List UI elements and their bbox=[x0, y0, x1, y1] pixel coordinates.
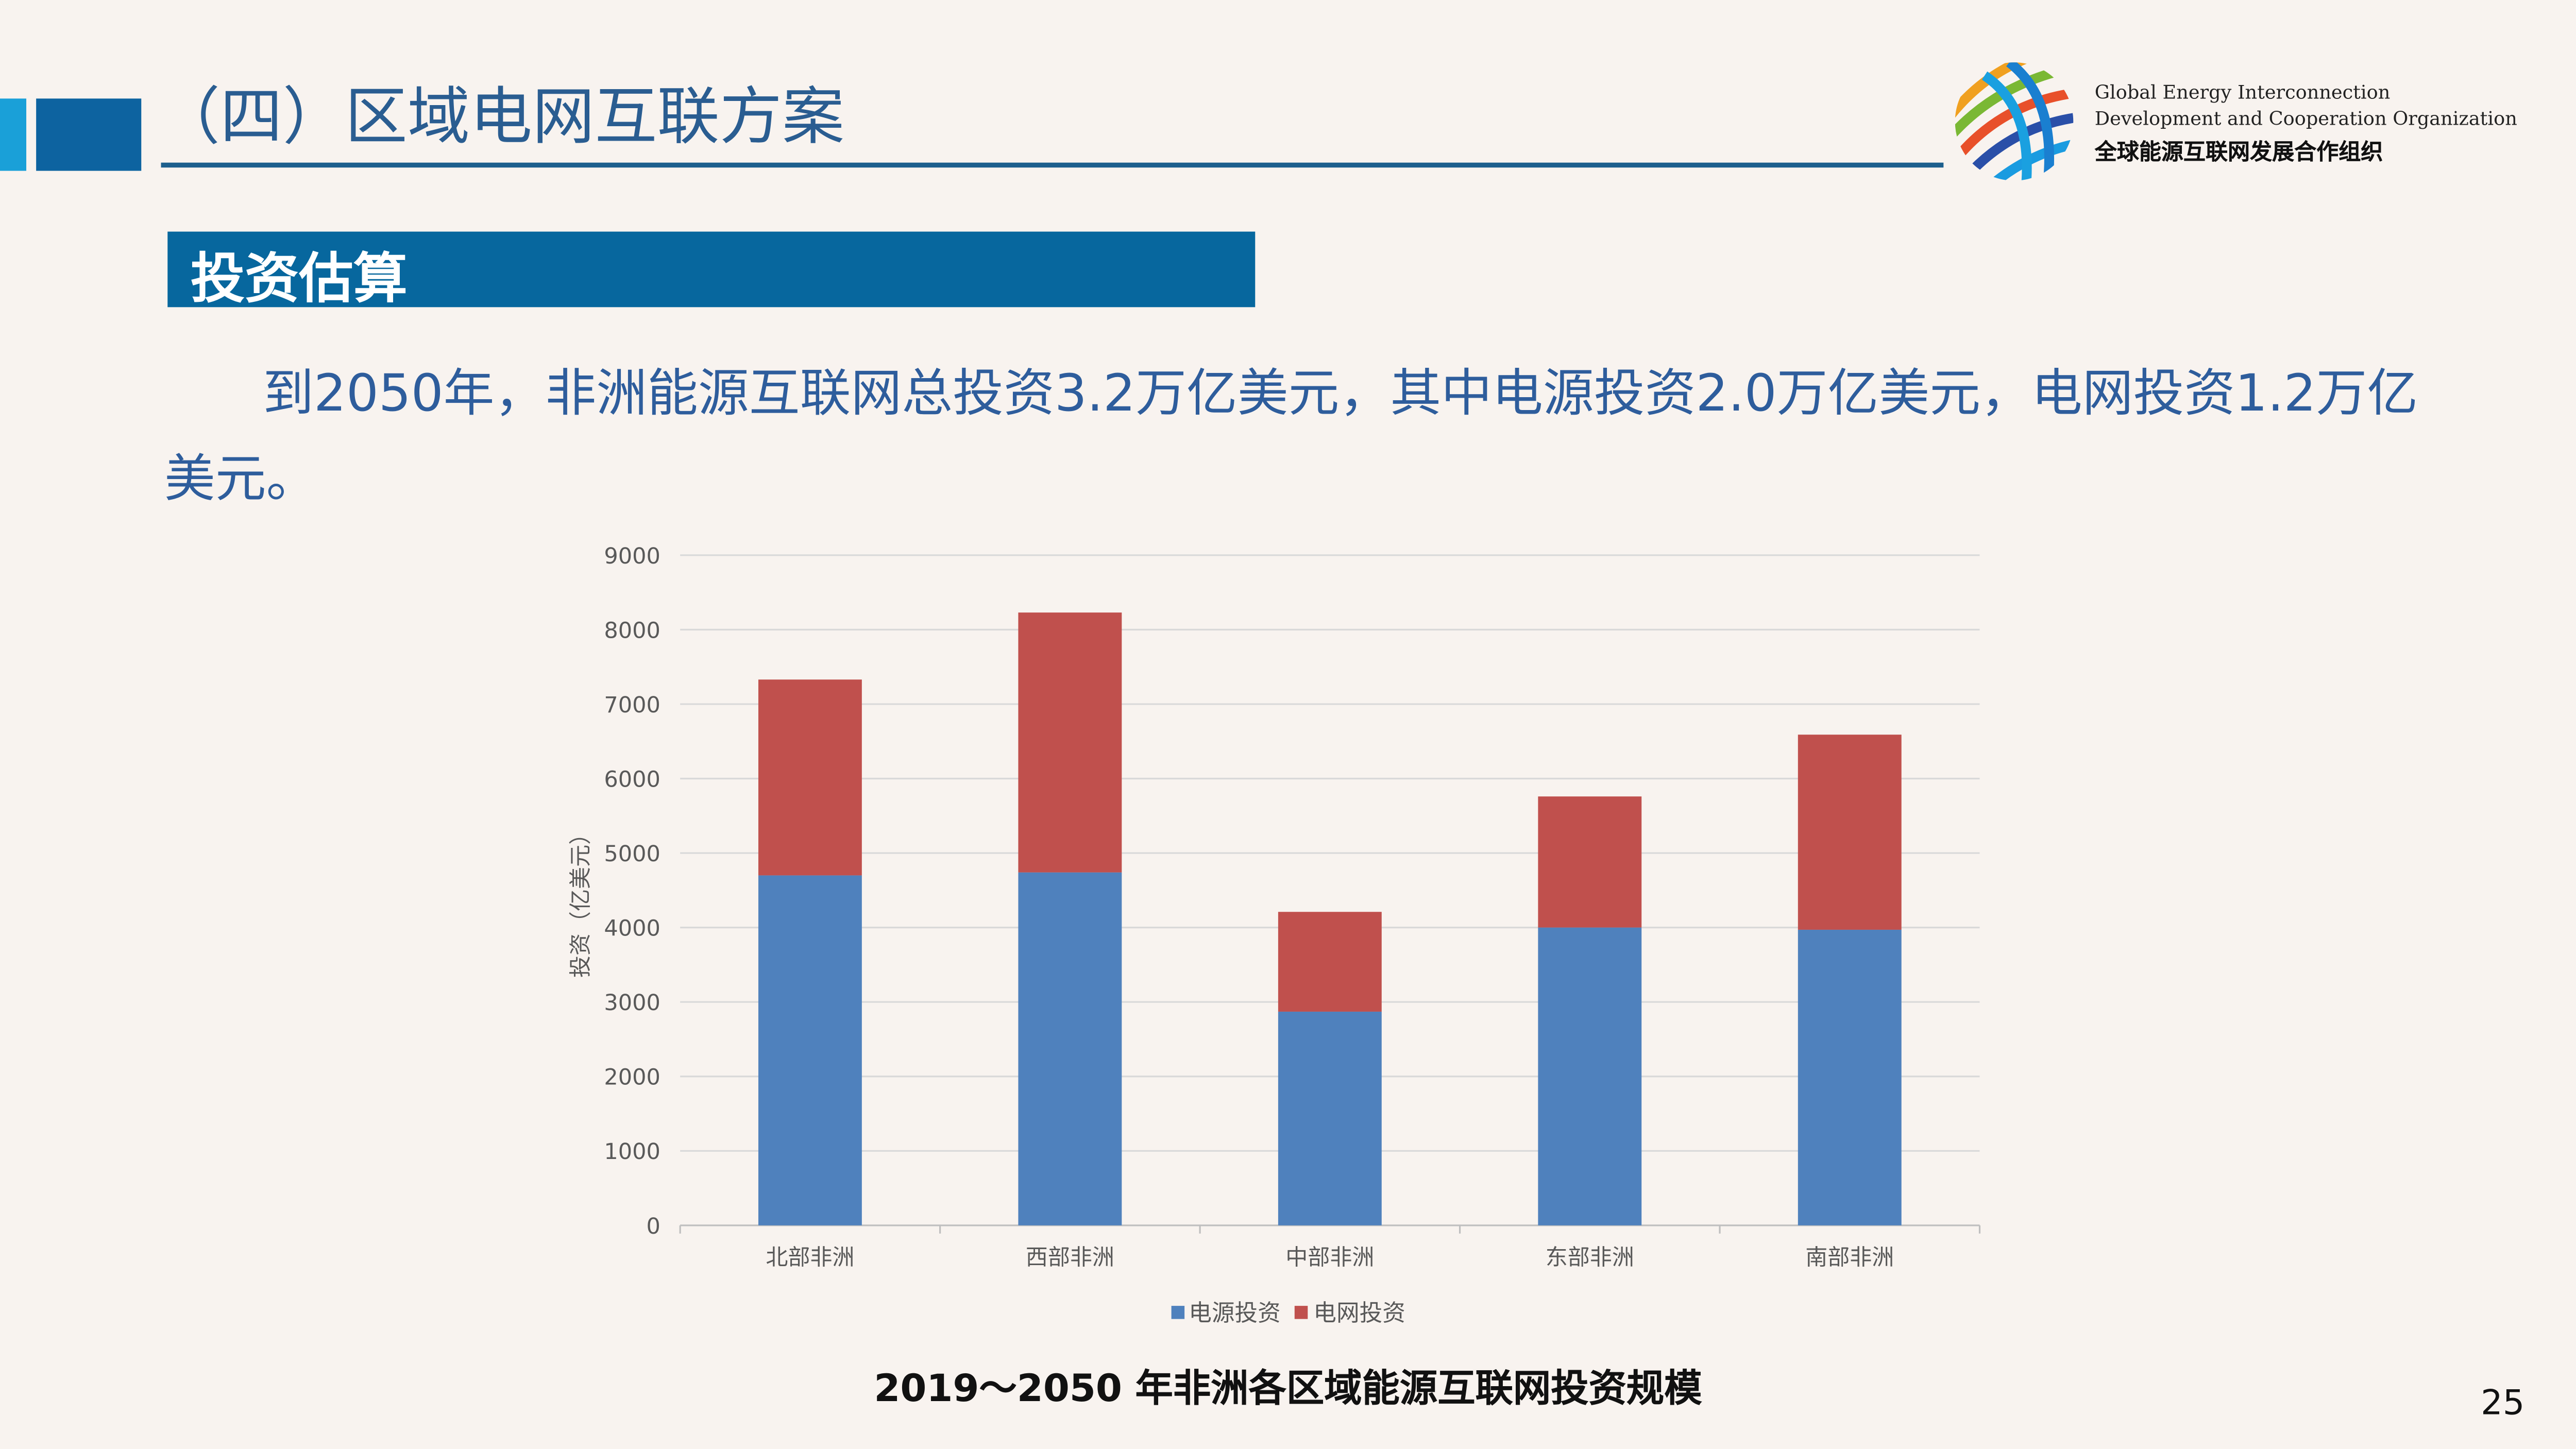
org-name-en-line2: Development and Cooperation Organization bbox=[2094, 107, 2517, 130]
bar-power bbox=[1538, 927, 1642, 1225]
y-tick-label: 8000 bbox=[604, 618, 660, 643]
bar-power bbox=[1278, 1011, 1382, 1225]
y-tick-label: 1000 bbox=[604, 1139, 660, 1165]
title-underline bbox=[161, 162, 1944, 168]
chart-legend: 电源投资 电网投资 bbox=[0, 1296, 2576, 1329]
x-tick-label: 中部非洲 bbox=[1285, 1245, 1374, 1270]
y-tick-label: 6000 bbox=[604, 766, 660, 792]
page-number: 25 bbox=[2481, 1383, 2525, 1423]
y-tick-label: 0 bbox=[647, 1214, 660, 1239]
accent-bar-light bbox=[0, 98, 27, 171]
legend-label: 电源投资 bbox=[1189, 1301, 1281, 1327]
y-tick-label: 2000 bbox=[604, 1065, 660, 1090]
x-tick-label: 北部非洲 bbox=[766, 1245, 854, 1270]
y-tick-label: 9000 bbox=[604, 543, 660, 569]
y-tick-label: 3000 bbox=[604, 990, 660, 1016]
y-tick-label: 5000 bbox=[604, 841, 660, 867]
legend-swatch bbox=[1171, 1306, 1184, 1319]
chart-caption: 2019～2050 年非洲各区域能源互联网投资规模 bbox=[874, 1368, 1702, 1411]
legend-label: 电网投资 bbox=[1313, 1301, 1405, 1327]
legend-item-grid: 电网投资 bbox=[1295, 1301, 1405, 1327]
page-title: （四）区域电网互联方案 bbox=[158, 80, 845, 153]
bar-grid bbox=[1798, 735, 1902, 930]
section-title: 投资估算 bbox=[190, 246, 408, 311]
bar-grid bbox=[1018, 612, 1122, 873]
bar-power bbox=[1798, 929, 1902, 1225]
y-tick-label: 4000 bbox=[604, 916, 660, 942]
accent-bar-dark bbox=[36, 98, 142, 171]
bar-power bbox=[758, 875, 862, 1225]
legend-swatch bbox=[1295, 1306, 1309, 1319]
x-tick-label: 西部非洲 bbox=[1026, 1245, 1114, 1270]
bar-grid bbox=[1538, 796, 1642, 928]
bar-grid bbox=[758, 679, 862, 876]
y-axis-title: 投资（亿美元） bbox=[568, 823, 594, 978]
org-name-en-line1: Global Energy Interconnection bbox=[2094, 80, 2391, 104]
bar-grid bbox=[1278, 912, 1382, 1012]
org-name-cn: 全球能源互联网发展合作组织 bbox=[2094, 140, 2383, 166]
legend-item-power: 电源投资 bbox=[1171, 1301, 1281, 1327]
x-tick-label: 南部非洲 bbox=[1805, 1245, 1894, 1270]
bar-power bbox=[1018, 872, 1122, 1225]
section-header: 投资估算 bbox=[167, 231, 1256, 311]
geidco-logo-icon bbox=[1955, 62, 2074, 181]
x-tick-label: 东部非洲 bbox=[1546, 1245, 1634, 1270]
body-paragraph: 到2050年，非洲能源互联网总投资3.2万亿美元，其中电源投资2.0万亿美元，电… bbox=[164, 364, 2418, 509]
y-tick-label: 7000 bbox=[604, 692, 660, 718]
stacked-bar-chart: 0 1000 2000 3000 4000 5000 6000 7000 8000 9000 北部非… bbox=[568, 543, 1981, 1270]
